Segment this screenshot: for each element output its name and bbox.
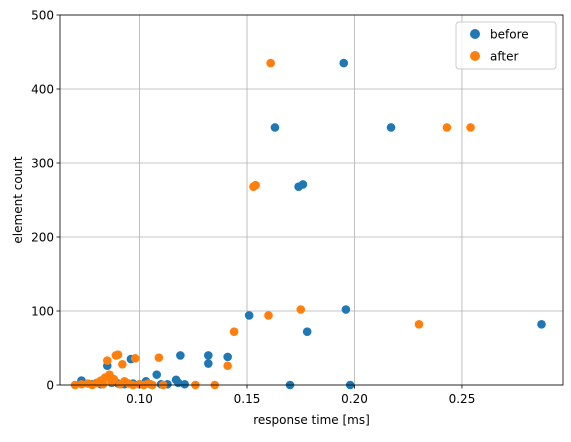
legend-box bbox=[455, 21, 557, 70]
after-point bbox=[77, 379, 86, 389]
x-tick-label: 0.20 bbox=[341, 392, 368, 406]
y-tick-label: 500 bbox=[31, 9, 54, 23]
after-point bbox=[113, 350, 123, 359]
legend-label-after: after bbox=[490, 50, 518, 64]
after-point bbox=[266, 58, 275, 68]
before-point bbox=[386, 123, 396, 132]
before-point bbox=[298, 180, 308, 189]
before-point bbox=[270, 123, 280, 132]
legend-marker-after bbox=[470, 51, 480, 61]
before-point bbox=[339, 58, 349, 68]
before-point bbox=[204, 351, 213, 360]
before-point bbox=[223, 352, 232, 362]
legend-label-before: before bbox=[490, 28, 529, 42]
after-point bbox=[296, 305, 306, 314]
after-point bbox=[130, 354, 140, 363]
legend: before after bbox=[455, 21, 557, 70]
x-tick-label: 0.25 bbox=[449, 392, 476, 406]
after-point bbox=[102, 356, 112, 365]
before-point bbox=[302, 327, 312, 337]
before-point bbox=[341, 305, 351, 314]
before-point bbox=[244, 311, 254, 320]
after-point bbox=[264, 311, 273, 320]
y-tick-label: 100 bbox=[31, 305, 54, 319]
x-tick-label: 0.10 bbox=[126, 392, 153, 406]
after-point bbox=[109, 374, 119, 384]
after-point bbox=[229, 327, 239, 337]
before-point bbox=[204, 359, 213, 368]
after-point bbox=[251, 180, 260, 190]
after-point bbox=[223, 361, 232, 371]
y-tick-label: 0 bbox=[46, 379, 54, 393]
legend-marker-before bbox=[470, 29, 480, 39]
x-tick-label: 0.15 bbox=[234, 392, 261, 406]
after-point bbox=[154, 353, 164, 362]
after-point bbox=[414, 320, 424, 329]
before-point bbox=[176, 351, 185, 360]
y-tick-label: 200 bbox=[31, 231, 54, 245]
before-point bbox=[152, 370, 162, 379]
y-tick-label: 300 bbox=[31, 157, 54, 171]
y-tick-label: 400 bbox=[31, 83, 54, 97]
before-point bbox=[537, 320, 546, 329]
after-point bbox=[118, 359, 127, 369]
plot-frame bbox=[59, 14, 564, 386]
axis-ticks: 0.10 0.15 0.20 0.25 0 100 200 300 400 500 bbox=[31, 9, 475, 407]
after-point bbox=[442, 123, 452, 132]
y-axis-label: element count bbox=[11, 156, 25, 243]
before-point bbox=[180, 379, 189, 389]
x-axis-label: response time [ms] bbox=[253, 413, 370, 427]
after-point bbox=[466, 123, 475, 132]
after-point bbox=[98, 379, 108, 389]
